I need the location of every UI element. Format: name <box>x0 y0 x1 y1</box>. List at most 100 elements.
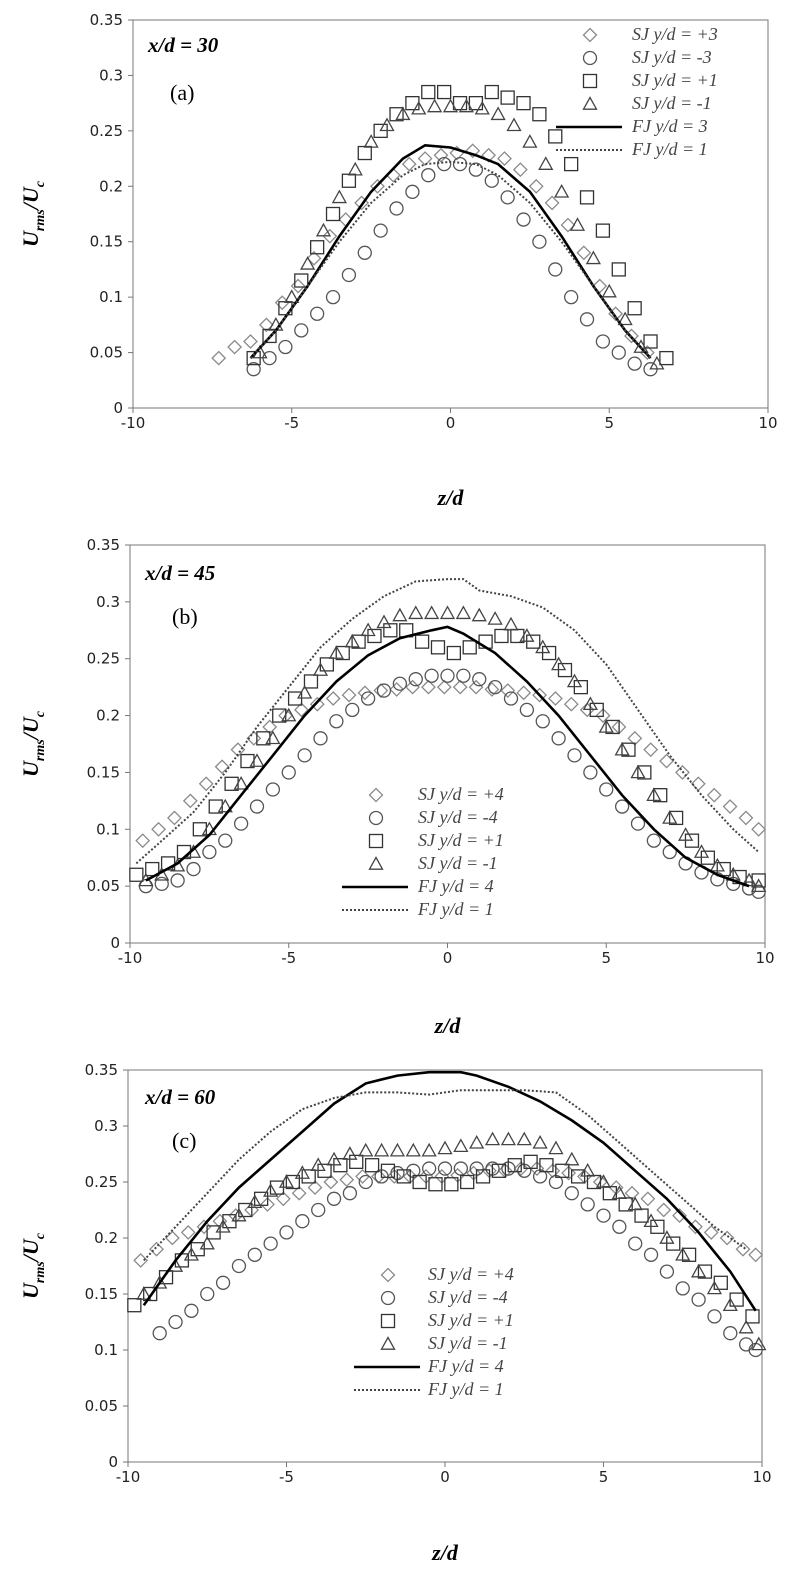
legend-entry: SJ y/d = -4 <box>428 1287 508 1307</box>
x-tick-label: 0 <box>440 1468 450 1486</box>
series-line <box>135 578 760 865</box>
data-point <box>497 151 512 166</box>
data-point <box>611 345 626 360</box>
legend-entry: SJ y/d = +1 <box>418 830 504 850</box>
data-point <box>436 679 452 695</box>
data-point <box>133 1252 149 1268</box>
data-point <box>363 134 379 148</box>
data-point <box>560 217 576 233</box>
data-point <box>149 1241 164 1257</box>
data-point <box>297 684 313 699</box>
x-tick-label: 10 <box>758 414 777 432</box>
data-point <box>275 1191 291 1207</box>
legend-entry: SJ y/d = +4 <box>428 1264 514 1284</box>
data-point <box>484 84 499 100</box>
data-point <box>306 250 322 266</box>
y-tick-label: 0.2 <box>94 1229 118 1247</box>
legend-symbol <box>368 810 384 826</box>
series-6 <box>249 160 652 359</box>
data-point <box>294 323 309 338</box>
data-point <box>567 748 582 763</box>
legend-entry: FJ y/d = 1 <box>427 1379 504 1399</box>
data-point <box>405 95 420 111</box>
data-point <box>231 1258 247 1274</box>
data-point <box>716 861 731 877</box>
legend-entry: SJ y/d = +4 <box>418 784 504 804</box>
data-point <box>688 1219 703 1235</box>
data-point <box>741 881 757 896</box>
data-point <box>281 707 297 722</box>
data-point <box>284 289 300 303</box>
data-point <box>260 1196 275 1212</box>
data-point <box>364 1158 380 1173</box>
data-point <box>516 212 531 227</box>
data-point <box>507 1158 522 1173</box>
data-point <box>215 1218 231 1233</box>
series-line <box>142 1070 757 1312</box>
x-tick-label: -10 <box>118 949 143 967</box>
data-point <box>675 765 690 780</box>
data-point <box>227 339 243 355</box>
data-point <box>532 687 547 703</box>
data-point <box>564 1186 579 1201</box>
condition-label: x/d = 30 <box>147 33 219 57</box>
data-point <box>627 356 642 371</box>
data-point <box>312 662 329 676</box>
data-point <box>152 1326 167 1341</box>
data-point <box>487 679 503 695</box>
y-tick-label: 0.15 <box>90 233 123 251</box>
data-point <box>576 245 592 261</box>
data-point <box>722 1297 738 1312</box>
data-point <box>690 1263 707 1278</box>
data-point <box>729 1292 744 1307</box>
series-5 <box>145 625 750 888</box>
data-point <box>605 719 620 735</box>
data-point <box>751 821 767 837</box>
legend-symbol <box>582 50 598 66</box>
y-tick-label: 0.35 <box>87 536 120 554</box>
data-point <box>358 1174 373 1190</box>
data-point <box>143 1286 158 1302</box>
data-point <box>145 861 160 877</box>
data-point <box>358 1142 374 1157</box>
legend-entry: SJ y/d = -1 <box>418 853 498 873</box>
data-point <box>392 607 408 622</box>
data-point <box>279 1225 294 1240</box>
y-axis-label: Urms/Uc <box>18 180 48 247</box>
x-axis-label: z/d <box>437 485 465 510</box>
data-point <box>294 702 309 718</box>
legend-entry: FJ y/d = 4 <box>427 1356 504 1376</box>
y-tick-label: 0.1 <box>94 1341 118 1359</box>
data-point <box>355 1168 370 1184</box>
data-point <box>347 161 363 176</box>
data-point <box>185 844 202 858</box>
data-point <box>421 84 436 100</box>
data-point <box>246 730 262 746</box>
data-point <box>231 1207 247 1222</box>
data-point <box>373 683 389 698</box>
data-point <box>519 702 535 718</box>
data-point <box>566 673 583 688</box>
data-point <box>633 339 649 353</box>
data-point <box>180 1224 196 1240</box>
data-point <box>612 1219 627 1234</box>
data-point <box>503 691 519 706</box>
data-point <box>342 1146 358 1160</box>
data-point <box>335 645 350 661</box>
series-6 <box>135 578 760 865</box>
data-point <box>503 616 519 631</box>
data-point <box>709 857 725 872</box>
series-line <box>143 1089 747 1262</box>
data-point <box>564 156 579 172</box>
data-point <box>630 816 646 831</box>
y-tick-label: 0.2 <box>96 707 120 725</box>
data-point <box>545 1163 561 1179</box>
data-point <box>444 1177 459 1192</box>
data-point <box>389 681 405 697</box>
data-point <box>349 1154 364 1169</box>
data-point <box>414 634 430 649</box>
data-point <box>392 676 408 691</box>
data-point <box>300 256 316 270</box>
data-point <box>386 1168 402 1184</box>
data-point <box>646 833 662 848</box>
